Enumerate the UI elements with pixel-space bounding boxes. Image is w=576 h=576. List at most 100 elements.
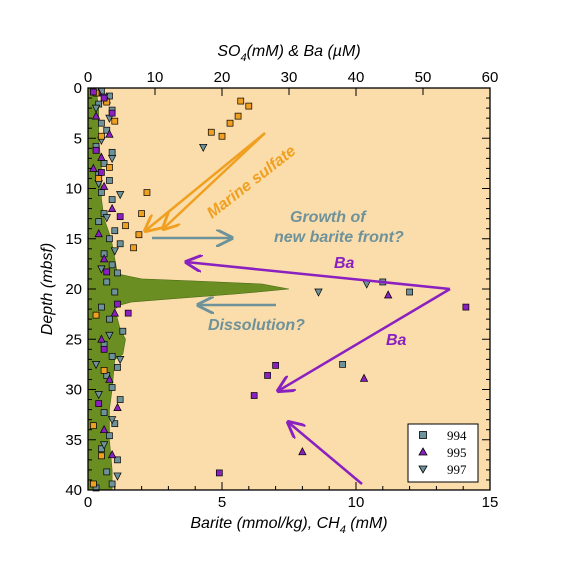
y-tick-label: 35 xyxy=(65,432,82,449)
legend-marker-997 xyxy=(418,465,428,474)
barite-997-point xyxy=(99,441,109,450)
barite-994-point xyxy=(111,227,119,235)
barite-995-point xyxy=(94,228,103,238)
barite-994-point xyxy=(106,432,113,440)
barite-997-point xyxy=(110,247,119,256)
barite-995-point xyxy=(97,334,106,343)
barite-994-point xyxy=(106,235,113,243)
x-bottom-tick-label: 0 xyxy=(84,494,92,511)
barite-995-point xyxy=(99,424,109,434)
legend-marker-994 xyxy=(419,431,427,439)
data-points xyxy=(89,87,470,492)
sulfate-point xyxy=(226,119,234,127)
barite-997-point xyxy=(105,331,114,340)
marine-sulfate-arrow-lower xyxy=(163,132,266,229)
sulfate-point xyxy=(135,231,143,239)
sulfate-point xyxy=(245,102,253,110)
barite-995-point xyxy=(113,402,122,411)
barite-997-point xyxy=(113,472,122,481)
barite-997-point xyxy=(107,416,117,425)
barite-997-point xyxy=(199,143,208,153)
barium-point xyxy=(95,400,103,407)
legend-label-994: 994 xyxy=(447,428,467,443)
barite-994-point xyxy=(108,148,116,156)
barite-995-point xyxy=(107,203,117,212)
barium-point xyxy=(250,392,258,399)
barite-994-point xyxy=(108,480,116,488)
y-tick-label: 40 xyxy=(65,482,82,499)
y-tick-label: 10 xyxy=(65,181,82,198)
barium-point xyxy=(215,469,223,477)
barite-994-point xyxy=(111,288,119,296)
barite-994-point xyxy=(116,396,124,403)
x-top-tick-label: 0 xyxy=(84,69,92,86)
sulfate-point xyxy=(111,117,119,125)
barium-point xyxy=(462,303,470,311)
barite-994-point xyxy=(95,218,103,226)
dissolution-label: Dissolution? xyxy=(208,317,305,334)
growth-label-line2: new barite front? xyxy=(274,229,404,246)
x-top-tick-label: 30 xyxy=(281,69,298,86)
barite-994-point xyxy=(114,269,121,277)
barite-994-point xyxy=(98,303,105,311)
legend-label-995: 995 xyxy=(447,445,467,460)
sulfate-point xyxy=(122,222,129,230)
barite-995-point xyxy=(359,373,369,382)
sulfate-point xyxy=(130,244,137,252)
barite-994-point xyxy=(106,177,113,184)
barite-995-point xyxy=(91,111,101,120)
x-top-tick-label: 50 xyxy=(415,69,432,86)
barite-994-point xyxy=(106,315,113,323)
ba-bottom-arrow xyxy=(288,422,363,485)
x-top-tick-label: 40 xyxy=(348,69,365,86)
barite-995-point xyxy=(99,181,109,190)
barite-997-point xyxy=(115,356,125,365)
barite-994-point xyxy=(98,119,105,127)
y-tick-label: 30 xyxy=(65,382,82,399)
barium-point xyxy=(124,309,132,317)
barite-997-point xyxy=(102,214,111,223)
barium-point xyxy=(90,88,97,96)
barium-point xyxy=(92,146,100,154)
barium-point xyxy=(108,109,116,117)
barite-994-point xyxy=(103,278,111,286)
barite-995-point xyxy=(105,129,114,138)
barite-995-point xyxy=(97,152,106,161)
barite-997-point xyxy=(115,191,125,200)
sulfate-point xyxy=(143,189,151,196)
x-top-tick-label: 10 xyxy=(147,69,164,86)
legend-box xyxy=(407,423,479,483)
barite-997-point xyxy=(314,288,323,297)
barium-point xyxy=(100,345,108,353)
y-tick-label: 25 xyxy=(65,331,82,348)
bottom-axis-title: Barite (mmol/kg), CH4 (mM) xyxy=(190,515,387,536)
barite-994-point xyxy=(406,288,413,296)
ba-upper-label: Ba xyxy=(334,255,355,272)
barite-994-point xyxy=(116,240,124,248)
barium-point xyxy=(103,268,111,276)
barite-995-point xyxy=(298,447,307,456)
barite-994-point xyxy=(114,456,121,464)
barite-997-point xyxy=(91,104,101,113)
sulfate-point xyxy=(90,480,97,488)
sulfate-point xyxy=(98,452,105,460)
sulfate-point xyxy=(92,311,100,319)
legend-label-997: 997 xyxy=(447,462,467,477)
y-tick-label: 5 xyxy=(74,130,82,147)
sulfate-point xyxy=(234,112,242,120)
sulfate-point xyxy=(106,164,113,171)
barite-997-point xyxy=(94,391,103,400)
sulfate-point xyxy=(100,367,108,374)
barite-994-point xyxy=(108,261,116,269)
sulfate-point xyxy=(207,128,215,136)
x-bottom-tick-label: 10 xyxy=(348,494,365,511)
barium-point xyxy=(264,372,271,379)
ba-upper-arrow xyxy=(186,262,451,291)
ba-lower-arrow xyxy=(278,287,451,391)
barite-994-point xyxy=(119,327,127,335)
barite-994-point xyxy=(114,364,121,371)
sulfate-point xyxy=(138,210,145,217)
barite-994-point xyxy=(108,196,116,203)
barite-995-point xyxy=(99,254,109,263)
